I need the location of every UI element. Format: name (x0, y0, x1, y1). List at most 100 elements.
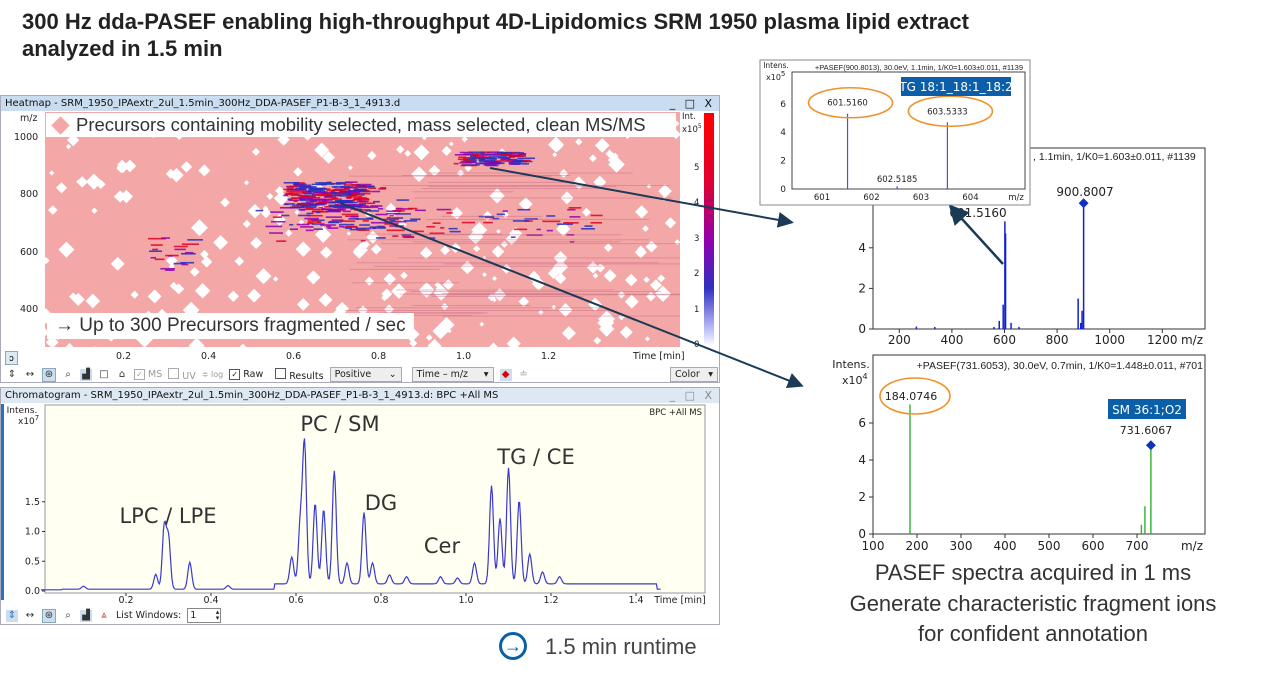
precursor-mark (378, 188, 387, 190)
ms1-header: , 1.1min, 1/K0=1.603±0.011, #1139 (1033, 151, 1196, 163)
precursor-mark (342, 210, 351, 213)
precursor-mark (181, 252, 196, 255)
precursor-streak (427, 181, 577, 183)
precursor-mark (320, 224, 336, 226)
heatmap-x-tick: 1.2 (541, 351, 557, 362)
precursor-mark (512, 220, 529, 222)
chromatogram-plot[interactable]: Intens.x107 0.0 0.5 1.0 1.5 0.2 0.4 0.6 0.8 1.0 1.… (0, 403, 720, 608)
peak-icon[interactable]: ▟ (80, 609, 92, 622)
precursor-mark (336, 181, 353, 184)
precursor-mark (584, 225, 593, 227)
precursor-mark (345, 227, 352, 230)
pan-icon[interactable]: ↔ (25, 368, 35, 380)
inset-peak-label: 602.5185 (877, 175, 918, 185)
precursor-mark (489, 162, 505, 165)
precursor-mark (463, 157, 469, 159)
chromatogram-x-tick: 0.8 (373, 595, 388, 606)
precursor-mark (289, 185, 298, 188)
precursor-mark (308, 187, 326, 190)
empty-region (592, 272, 599, 279)
empty-region (295, 241, 312, 257)
raw-label: Raw (243, 369, 264, 380)
rectangle-icon[interactable]: □ (99, 368, 109, 380)
precursor-mark (283, 181, 299, 184)
precursor-mark (312, 192, 326, 194)
precursor-mark (568, 207, 582, 209)
rate-box: → Up to 300 Precursors fragmented / sec (47, 313, 414, 339)
overlay-icon[interactable]: ⩓ (101, 609, 107, 621)
highlight-circle (807, 86, 894, 119)
shape-icon[interactable]: ⌂ (118, 368, 126, 380)
ms1-x-label: m/z (1181, 333, 1203, 347)
precursor-mark (338, 223, 355, 226)
list-windows-stepper[interactable]: 1 ▴ ▾ (187, 608, 222, 623)
precursor-mark (459, 161, 473, 164)
precursor-mark (311, 223, 325, 225)
precursor-mark (394, 213, 411, 215)
precursor-mark (323, 195, 332, 198)
scroll-icon[interactable]: ⇕ (6, 609, 18, 622)
ms1-x-tick: 600 (993, 333, 1016, 347)
sync-icon[interactable]: ⊛ (42, 367, 56, 382)
polarity-select[interactable]: Positive ⌄ (329, 367, 402, 382)
precursor-mark (315, 182, 331, 184)
peak-icon[interactable]: ▟ (80, 368, 92, 381)
precursor-mark (300, 209, 306, 211)
precursor-mark (298, 203, 309, 205)
sync-icon[interactable]: ⊛ (42, 608, 56, 623)
precursor-mark (331, 219, 344, 221)
empty-region (262, 205, 269, 212)
precursor-mark (293, 184, 312, 187)
precursor-mark (502, 210, 508, 212)
precursor-mark (370, 205, 383, 207)
link-icon[interactable]: ↄ (5, 351, 18, 365)
empty-region (588, 154, 597, 163)
precursor-mark (485, 164, 499, 167)
msms-y-tick: 4 (858, 453, 866, 467)
color-select[interactable]: Color ▾ (670, 367, 718, 382)
stepper-arrows-icon[interactable]: ▴ ▾ (215, 608, 220, 622)
precursor-mark (292, 197, 298, 200)
empty-region (45, 256, 50, 265)
heatmap-legend-box: Precursors containing mobility selected,… (46, 113, 676, 137)
heatmap-x-tick: 0.8 (371, 351, 387, 362)
empty-region (255, 268, 272, 285)
scroll-icon[interactable]: ⇕ (7, 368, 17, 380)
precursor-mark (342, 201, 358, 204)
precursor-mark (187, 239, 203, 241)
ms-checkbox[interactable]: ✓ MS (134, 369, 162, 380)
precursor-mark (161, 237, 170, 239)
precursor-mark (359, 202, 376, 205)
precursor-mark (336, 183, 341, 185)
zoom-icon[interactable]: ⌕ (65, 609, 71, 621)
baseline-icon[interactable]: ≐ (519, 368, 528, 380)
view-mode-select[interactable]: Time – m/z ▾ (411, 367, 494, 382)
pan-icon[interactable]: ↔ (25, 609, 35, 621)
precursor-mark (344, 187, 349, 190)
precursor-mark (453, 162, 459, 165)
raw-checkbox[interactable]: ✓ Raw (229, 369, 263, 380)
precursor-mark (184, 251, 194, 254)
zoom-icon[interactable]: ⌕ (65, 368, 71, 380)
ms-label: MS (148, 369, 163, 380)
precursor-mark (494, 160, 509, 162)
window-controls[interactable]: _ □ X (669, 97, 715, 110)
marker-icon[interactable]: ◆ (499, 368, 512, 381)
precursor-mark (501, 157, 510, 160)
list-windows-value: 1 (190, 610, 197, 621)
log-toggle[interactable]: ≑ log (201, 370, 224, 379)
precursor-mark (334, 204, 344, 206)
precursor-mark (293, 200, 298, 202)
precursor-streak (347, 239, 650, 241)
empty-region (492, 297, 497, 303)
inset-y-tick: 0 (780, 185, 786, 195)
precursor-mark (300, 226, 314, 228)
empty-region (409, 339, 418, 347)
empty-region (370, 243, 382, 255)
chromatogram-scrollbar-left[interactable] (1, 404, 4, 600)
uv-checkbox[interactable]: UV (168, 367, 196, 382)
results-checkbox[interactable]: Results (275, 367, 324, 382)
window-controls[interactable]: _ □ X (669, 389, 715, 402)
precursor-mark (326, 194, 341, 197)
